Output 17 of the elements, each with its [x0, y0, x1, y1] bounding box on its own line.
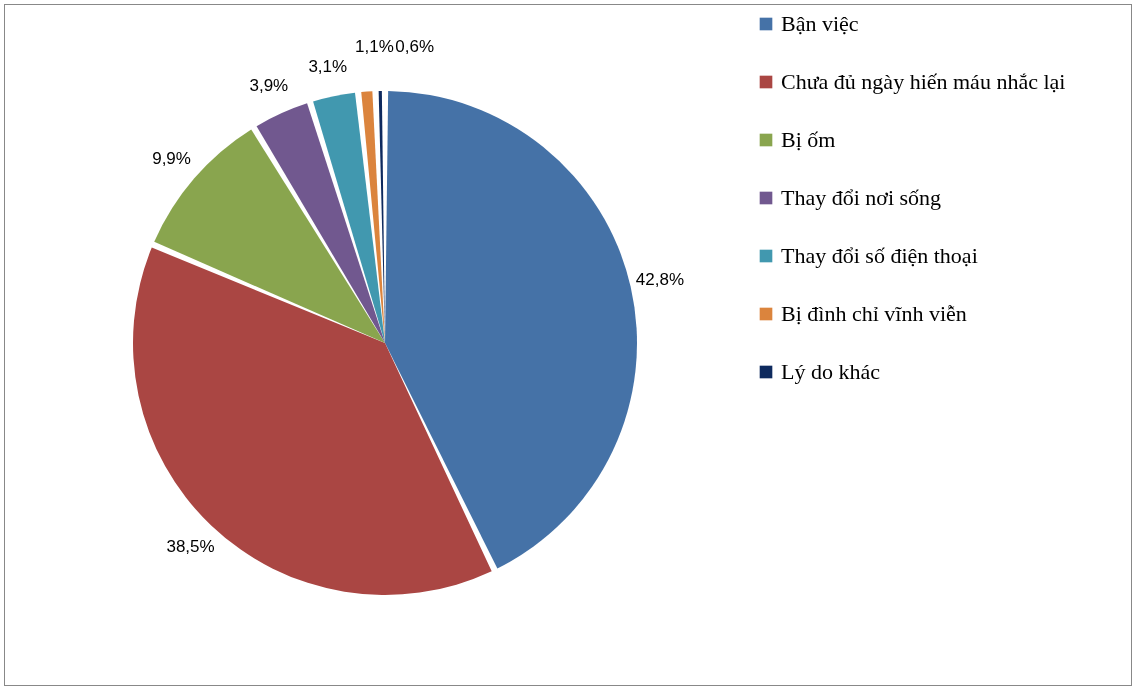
data-label: 3,1% — [308, 56, 348, 76]
legend-label: Bận việc — [781, 11, 859, 36]
data-label: 38,5% — [166, 537, 215, 557]
legend-label: Bị ốm — [781, 127, 836, 152]
data-label: 3,9% — [249, 76, 289, 96]
pie-slice — [313, 92, 385, 343]
legend-label: Lý do khác — [781, 359, 881, 384]
data-label: 1,1% — [355, 37, 394, 57]
legend-label: Thay đổi nơi sống — [781, 185, 942, 210]
data-label: 9,9% — [152, 148, 191, 168]
pie-slice — [256, 103, 385, 343]
data-label: 0,6% — [395, 37, 435, 57]
data-label: 42,8% — [635, 270, 684, 290]
legend-label: Bị đình chỉ vĩnh viễn — [781, 301, 967, 326]
pie-slice — [154, 129, 385, 343]
legend-label: Thay đổi số điện thoại — [781, 243, 978, 268]
legend-label: Chưa đủ ngày hiến máu nhắc lại — [781, 69, 1066, 94]
